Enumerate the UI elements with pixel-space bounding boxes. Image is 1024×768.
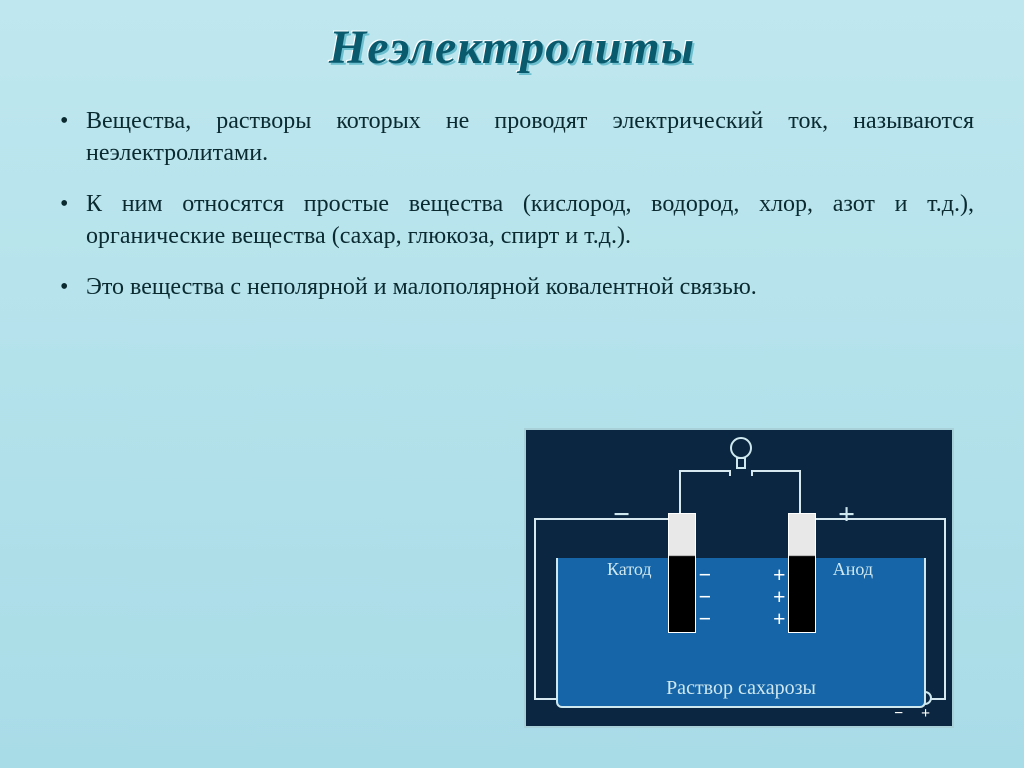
wire [751, 470, 753, 476]
wire [944, 518, 946, 698]
bullet-item: К ним относятся простые вещества (кислор… [60, 188, 974, 253]
terminal-plus-label: + [921, 706, 930, 722]
bullet-list: Вещества, растворы которых не проводят э… [60, 105, 974, 303]
solution-label: Раствор сахарозы [558, 677, 924, 700]
terminal-minus-label: − [894, 706, 903, 722]
wire [679, 470, 681, 518]
slide-page: Неэлектролиты Вещества, растворы которых… [0, 0, 1024, 768]
anode-outer-sign: + [838, 498, 855, 532]
cathode-sign: − [698, 564, 711, 586]
cathode-outer-sign: − [613, 498, 630, 532]
anode-label: Анод [833, 559, 873, 580]
wire [807, 518, 944, 520]
electrolysis-diagram: − + − + Катод − − − Анод + + + Раствор с… [524, 428, 954, 728]
beaker: − + Катод − − − Анод + + + Раствор сахар… [556, 558, 926, 708]
cathode-electrode: Катод − − − [668, 513, 696, 633]
anode-sign: + [773, 564, 786, 586]
cathode-sign: − [698, 608, 711, 630]
wire [799, 470, 801, 518]
cathode-sign: − [698, 586, 711, 608]
anode-sign: + [773, 586, 786, 608]
bulb-icon [728, 436, 754, 472]
anode-sign: + [773, 608, 786, 630]
anode-electrode: Анод + + + [788, 513, 816, 633]
cathode-label: Катод [607, 559, 652, 580]
wire [534, 518, 671, 520]
bullet-item: Вещества, растворы которых не проводят э… [60, 105, 974, 170]
wire [679, 470, 729, 472]
bullet-item: Это вещества с неполярной и малополярной… [60, 271, 974, 303]
wire [751, 470, 801, 472]
slide-title: Неэлектролиты [50, 20, 974, 75]
wire [729, 470, 731, 476]
wire [534, 518, 536, 698]
